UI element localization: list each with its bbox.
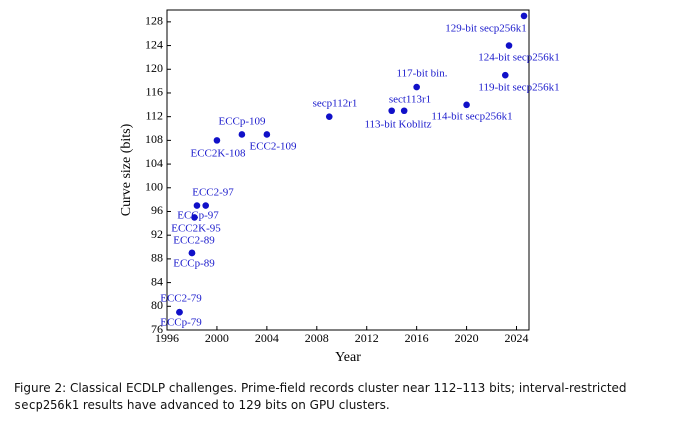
x-tick-label: 2008 xyxy=(305,331,329,345)
point-label: ECC2K-95 xyxy=(171,223,221,235)
point-label: sect113r1 xyxy=(389,94,431,106)
y-tick-label: 116 xyxy=(145,85,163,99)
point xyxy=(463,101,470,109)
point xyxy=(263,131,271,138)
caption-text: results have advanced to 129 bits on GPU… xyxy=(82,398,390,412)
y-tick-label: 80 xyxy=(151,298,163,312)
point-label: ECCp-109 xyxy=(218,116,266,128)
y-tick-label: 76 xyxy=(151,322,163,336)
y-tick-label: 124 xyxy=(145,37,163,51)
y-tick-label: 112 xyxy=(145,108,163,122)
y-tick-label: 128 xyxy=(145,14,163,28)
y-tick-label: 92 xyxy=(151,227,163,241)
y-tick-label: 104 xyxy=(145,156,163,170)
point xyxy=(238,131,246,138)
caption: Figure 2: Classical ECDLP challenges. Pr… xyxy=(14,380,686,414)
point xyxy=(413,83,420,91)
point-label: ECCp-89 xyxy=(173,258,215,270)
point-label: ECC2-97 xyxy=(192,187,234,199)
point xyxy=(176,308,183,316)
point-label: ECC2K-108 xyxy=(191,148,247,160)
point-label: ECCp-97 xyxy=(177,210,219,222)
point-label: 124-bit secp256k1 xyxy=(478,52,560,64)
point-label: secp112r1 xyxy=(313,98,358,110)
y-axis-label: Curve size (bits) xyxy=(119,123,134,216)
point-label: ECC2-89 xyxy=(173,235,215,247)
caption-code: secp256k1 xyxy=(14,398,80,412)
point-label: ECC2-109 xyxy=(249,141,297,153)
x-tick-label: 1996 xyxy=(155,331,179,345)
point-label: 117-bit bin. xyxy=(397,68,448,80)
point xyxy=(501,71,509,79)
x-tick-label: 2020 xyxy=(455,331,479,345)
point xyxy=(213,137,221,144)
point xyxy=(388,107,395,115)
y-tick-label: 88 xyxy=(151,251,163,265)
point xyxy=(202,202,209,209)
point-label: ECC2-79 xyxy=(160,293,202,305)
point-label: ECCp-79 xyxy=(160,317,202,329)
x-tick-label: 2016 xyxy=(405,331,429,345)
point xyxy=(325,113,333,120)
x-tick-label: 2012 xyxy=(355,331,379,345)
point-label: 119-bit secp256k1 xyxy=(478,82,559,94)
x-tick-label: 2024 xyxy=(505,331,529,345)
chart: Year Curve size (bits) 1996 2000 2004 2008 2… xyxy=(119,9,560,365)
x-tick-label: 2000 xyxy=(205,331,229,345)
point-label: 129-bit secp256k1 xyxy=(445,23,527,35)
point xyxy=(193,202,201,209)
plot-frame xyxy=(166,9,530,331)
point-label: 114-bit secp256k1 xyxy=(431,111,512,123)
point xyxy=(400,107,408,115)
y-tick-label: 108 xyxy=(145,132,163,146)
y-tick-label: 120 xyxy=(145,61,163,75)
x-tick-label: 2004 xyxy=(255,331,279,345)
caption-text: Figure 2: Classical ECDLP challenges. Pr… xyxy=(14,381,627,395)
y-tick-label: 100 xyxy=(145,180,163,194)
point xyxy=(191,214,198,221)
point-label: 113-bit Koblitz xyxy=(364,119,431,131)
point xyxy=(505,42,513,49)
x-axis-label: Year xyxy=(335,350,361,365)
y-tick-label: 96 xyxy=(151,203,163,217)
y-tick-label: 84 xyxy=(151,274,163,288)
point xyxy=(520,12,528,20)
point xyxy=(188,249,196,257)
